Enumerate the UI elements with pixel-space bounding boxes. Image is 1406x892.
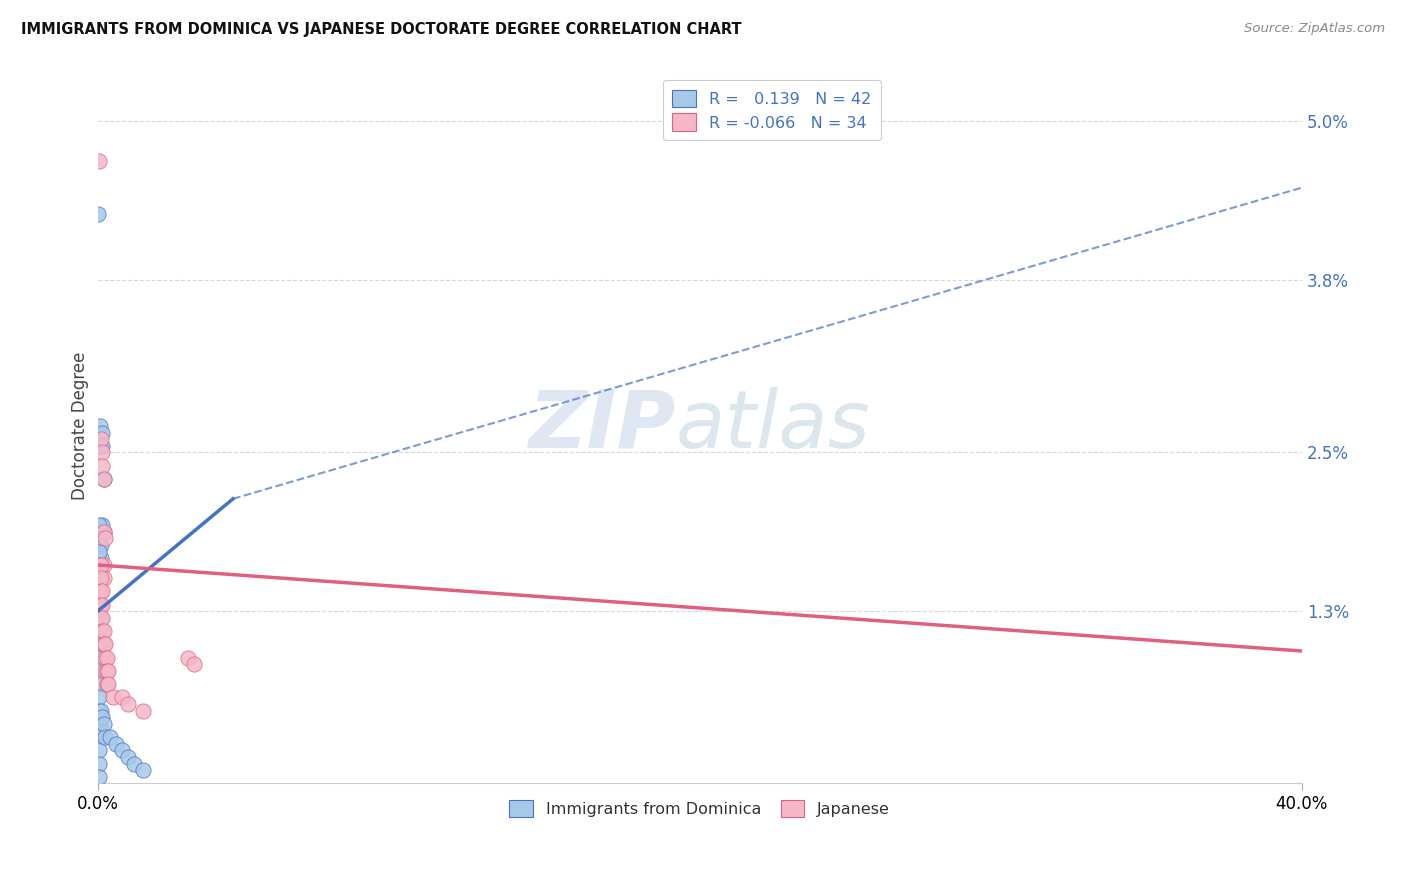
Point bbox=[94, 532, 117, 546]
Point bbox=[94, 730, 117, 744]
Point bbox=[97, 677, 120, 691]
Point bbox=[111, 690, 134, 705]
Point bbox=[93, 571, 115, 585]
Point bbox=[87, 756, 110, 771]
Point bbox=[89, 419, 111, 434]
Point bbox=[91, 710, 114, 724]
Point bbox=[177, 650, 200, 665]
Point bbox=[90, 611, 112, 625]
Point bbox=[94, 664, 117, 678]
Point bbox=[91, 624, 114, 639]
Point bbox=[90, 538, 112, 552]
Point bbox=[90, 598, 112, 612]
Point bbox=[91, 425, 114, 440]
Point bbox=[91, 458, 114, 473]
Point bbox=[87, 584, 110, 599]
Point bbox=[87, 532, 110, 546]
Point bbox=[91, 439, 114, 453]
Point bbox=[87, 650, 110, 665]
Point bbox=[87, 704, 110, 718]
Point bbox=[90, 524, 112, 539]
Point bbox=[91, 584, 114, 599]
Point bbox=[183, 657, 205, 672]
Point bbox=[117, 750, 139, 764]
Point bbox=[96, 650, 118, 665]
Point bbox=[87, 690, 110, 705]
Point bbox=[87, 154, 110, 169]
Text: ZIP: ZIP bbox=[529, 387, 676, 465]
Point bbox=[87, 598, 110, 612]
Point bbox=[96, 664, 118, 678]
Point bbox=[101, 690, 124, 705]
Point bbox=[90, 584, 112, 599]
Point bbox=[97, 664, 120, 678]
Point bbox=[117, 697, 139, 711]
Point bbox=[122, 756, 145, 771]
Point bbox=[87, 545, 110, 559]
Point bbox=[91, 518, 114, 533]
Point bbox=[93, 624, 115, 639]
Point bbox=[90, 571, 112, 585]
Point bbox=[87, 571, 110, 585]
Y-axis label: Doctorate Degree: Doctorate Degree bbox=[72, 351, 89, 500]
Point bbox=[90, 704, 112, 718]
Point bbox=[93, 637, 115, 651]
Point bbox=[90, 723, 112, 738]
Point bbox=[90, 551, 112, 566]
Point bbox=[90, 558, 112, 572]
Point bbox=[90, 432, 112, 446]
Point bbox=[87, 743, 110, 757]
Point bbox=[87, 558, 110, 572]
Text: IMMIGRANTS FROM DOMINICA VS JAPANESE DOCTORATE DEGREE CORRELATION CHART: IMMIGRANTS FROM DOMINICA VS JAPANESE DOC… bbox=[21, 22, 742, 37]
Point bbox=[93, 716, 115, 731]
Point bbox=[96, 677, 118, 691]
Point bbox=[86, 207, 108, 221]
Legend: Immigrants from Dominica, Japanese: Immigrants from Dominica, Japanese bbox=[502, 792, 898, 825]
Point bbox=[132, 763, 155, 777]
Point bbox=[87, 730, 110, 744]
Point bbox=[87, 611, 110, 625]
Point bbox=[93, 472, 115, 486]
Point bbox=[94, 650, 117, 665]
Point bbox=[132, 704, 155, 718]
Point bbox=[91, 445, 114, 459]
Point bbox=[87, 716, 110, 731]
Point bbox=[93, 472, 115, 486]
Point bbox=[87, 770, 110, 784]
Point bbox=[87, 677, 110, 691]
Point bbox=[89, 439, 111, 453]
Point bbox=[93, 524, 115, 539]
Point bbox=[87, 518, 110, 533]
Point bbox=[98, 730, 121, 744]
Text: Source: ZipAtlas.com: Source: ZipAtlas.com bbox=[1244, 22, 1385, 36]
Point bbox=[93, 558, 115, 572]
Point bbox=[87, 664, 110, 678]
Point bbox=[111, 743, 134, 757]
Text: atlas: atlas bbox=[676, 387, 870, 465]
Point bbox=[93, 524, 115, 539]
Point bbox=[104, 737, 127, 751]
Point bbox=[91, 611, 114, 625]
Point bbox=[94, 637, 117, 651]
Point bbox=[91, 598, 114, 612]
Point bbox=[87, 624, 110, 639]
Point bbox=[87, 637, 110, 651]
